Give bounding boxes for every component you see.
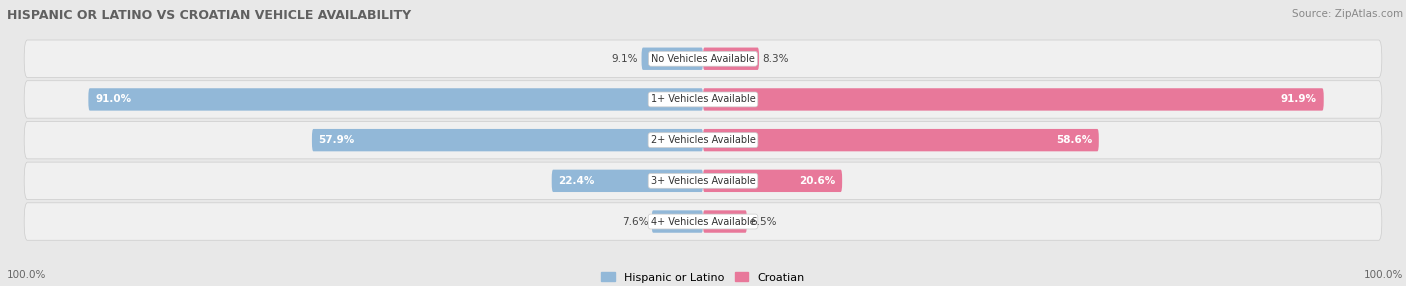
- Text: 1+ Vehicles Available: 1+ Vehicles Available: [651, 94, 755, 104]
- FancyBboxPatch shape: [703, 170, 842, 192]
- Text: 20.6%: 20.6%: [799, 176, 835, 186]
- Text: 3+ Vehicles Available: 3+ Vehicles Available: [651, 176, 755, 186]
- FancyBboxPatch shape: [641, 47, 703, 70]
- FancyBboxPatch shape: [703, 129, 1099, 151]
- FancyBboxPatch shape: [24, 203, 1382, 240]
- Text: 57.9%: 57.9%: [319, 135, 354, 145]
- Text: 9.1%: 9.1%: [612, 54, 638, 64]
- FancyBboxPatch shape: [703, 47, 759, 70]
- Text: 6.5%: 6.5%: [751, 217, 776, 227]
- FancyBboxPatch shape: [703, 210, 747, 233]
- FancyBboxPatch shape: [312, 129, 703, 151]
- Text: 8.3%: 8.3%: [762, 54, 789, 64]
- Text: 4+ Vehicles Available: 4+ Vehicles Available: [651, 217, 755, 227]
- FancyBboxPatch shape: [89, 88, 703, 111]
- FancyBboxPatch shape: [551, 170, 703, 192]
- Text: 2+ Vehicles Available: 2+ Vehicles Available: [651, 135, 755, 145]
- Text: HISPANIC OR LATINO VS CROATIAN VEHICLE AVAILABILITY: HISPANIC OR LATINO VS CROATIAN VEHICLE A…: [7, 9, 411, 21]
- Text: 91.9%: 91.9%: [1281, 94, 1317, 104]
- Text: 91.0%: 91.0%: [96, 94, 131, 104]
- Text: 100.0%: 100.0%: [7, 270, 46, 280]
- FancyBboxPatch shape: [651, 210, 703, 233]
- FancyBboxPatch shape: [24, 40, 1382, 78]
- Text: 100.0%: 100.0%: [1364, 270, 1403, 280]
- FancyBboxPatch shape: [24, 122, 1382, 159]
- Text: 22.4%: 22.4%: [558, 176, 595, 186]
- Text: 7.6%: 7.6%: [621, 217, 648, 227]
- Legend: Hispanic or Latino, Croatian: Hispanic or Latino, Croatian: [598, 268, 808, 286]
- FancyBboxPatch shape: [24, 162, 1382, 200]
- Text: 58.6%: 58.6%: [1056, 135, 1092, 145]
- FancyBboxPatch shape: [703, 88, 1323, 111]
- FancyBboxPatch shape: [24, 81, 1382, 118]
- Text: Source: ZipAtlas.com: Source: ZipAtlas.com: [1292, 9, 1403, 19]
- Text: No Vehicles Available: No Vehicles Available: [651, 54, 755, 64]
